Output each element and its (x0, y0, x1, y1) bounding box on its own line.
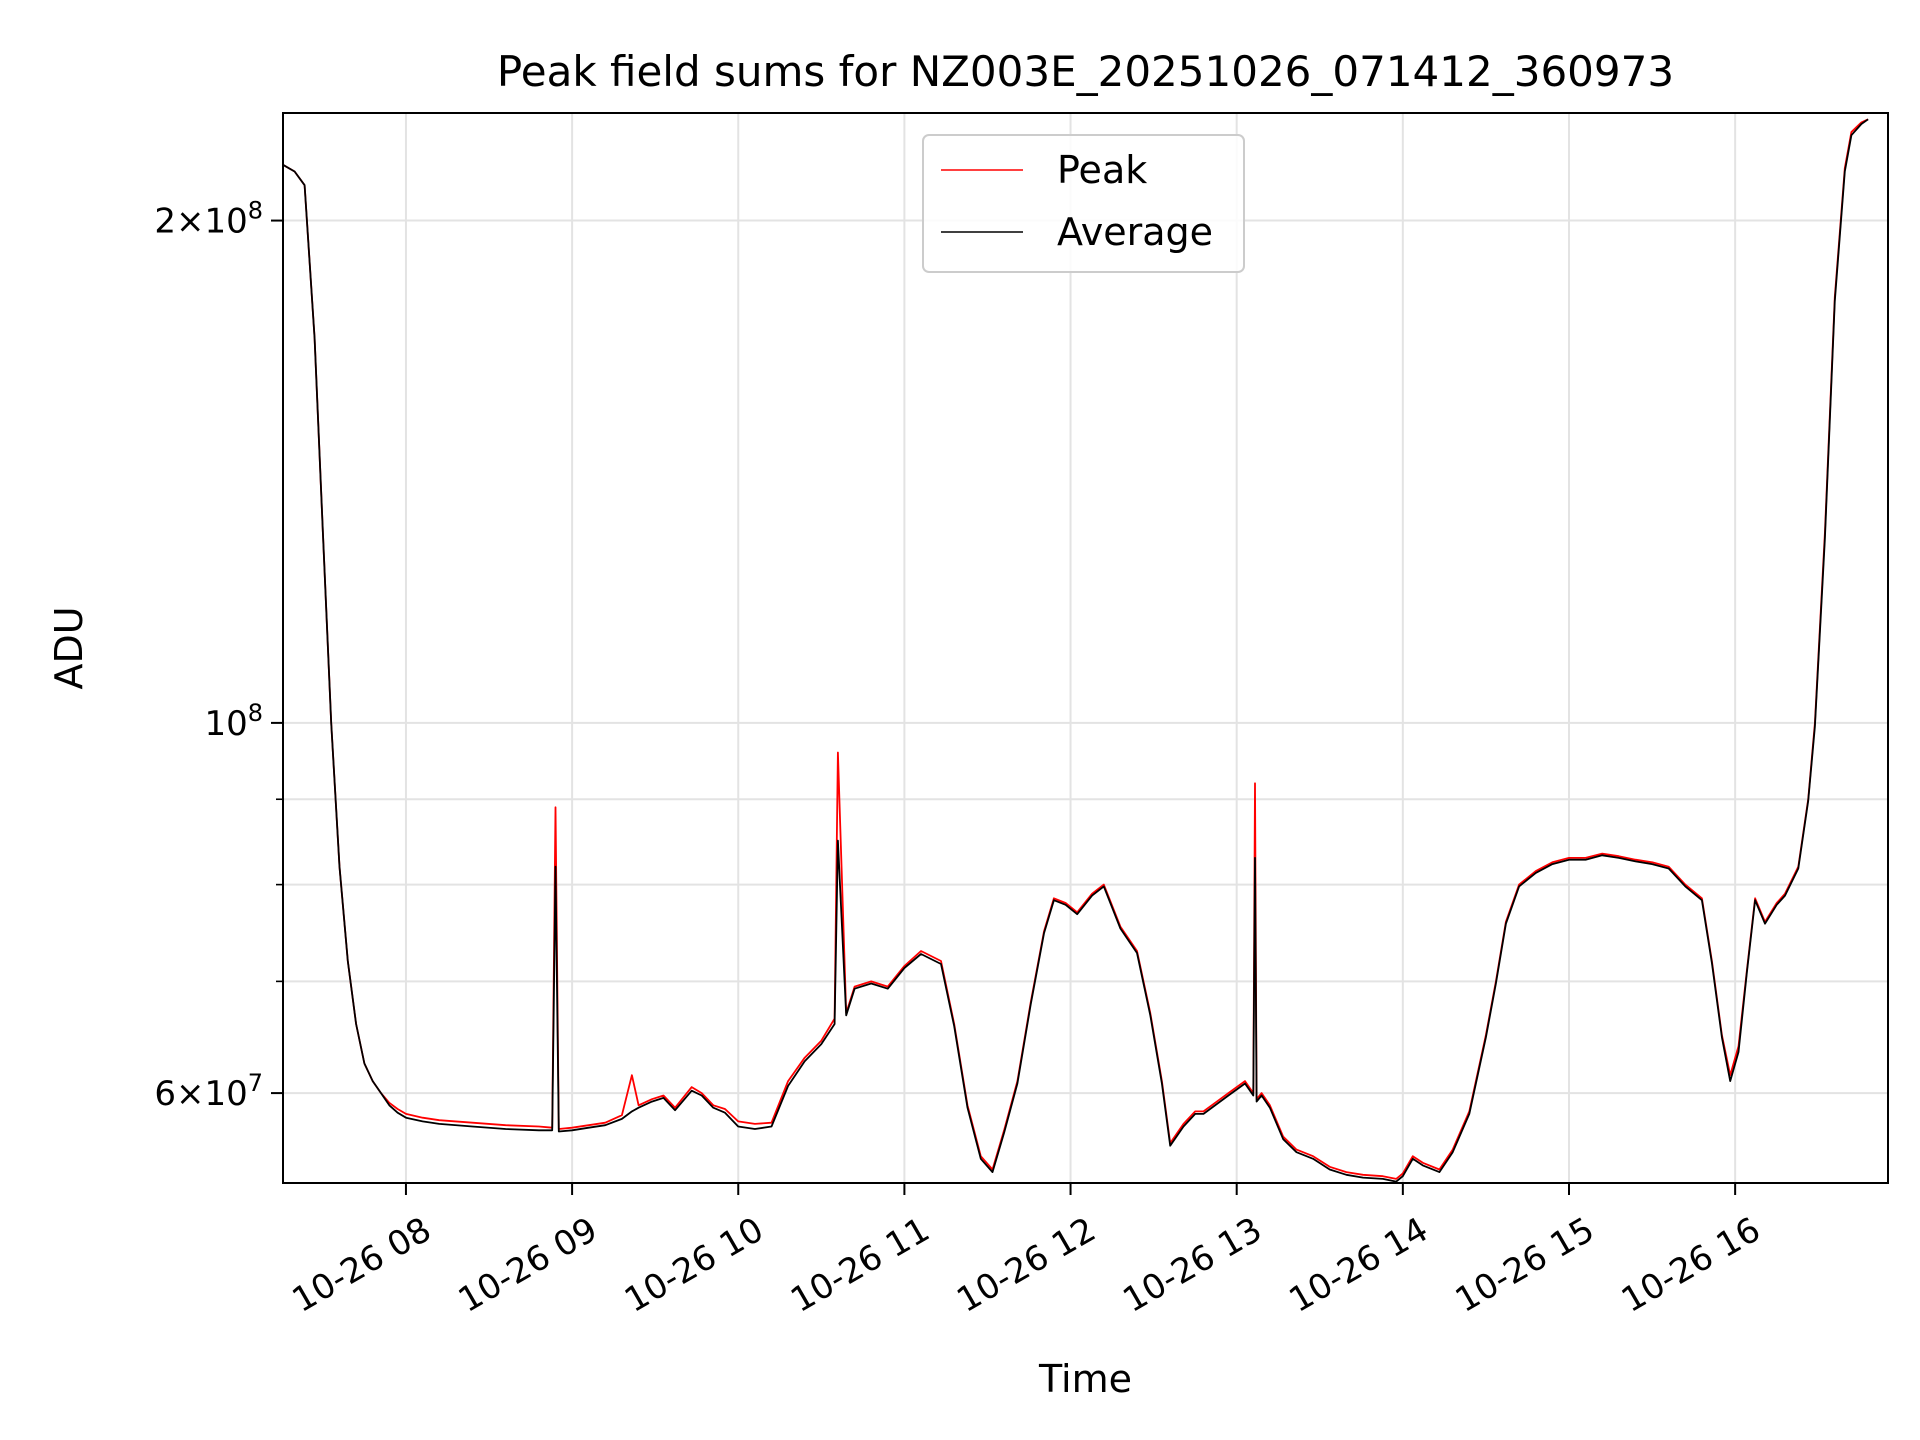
legend: Peak Average (922, 134, 1245, 273)
x-tick-label: 10-26 13 (1116, 1210, 1268, 1321)
x-tick-label: 10-26 16 (1615, 1210, 1767, 1321)
grid (283, 113, 1888, 1183)
chart-title: Peak field sums for NZ003E_20251026_0714… (497, 47, 1674, 96)
y-tick-label: 6×107 (154, 1069, 263, 1114)
y-tick-base: 10 (204, 704, 247, 744)
y-tick-base: 10 (204, 202, 247, 242)
y-tick-exponent: 8 (248, 197, 263, 225)
y-tick-exponent: 7 (248, 1069, 263, 1097)
series-lines (282, 118, 1869, 1183)
legend-label-peak: Peak (1057, 148, 1147, 192)
y-axis-label: ADU (47, 606, 91, 689)
plot-frame (282, 112, 1889, 1184)
x-tick-label: 10-26 11 (784, 1210, 936, 1321)
x-tick-label: 10-26 10 (618, 1210, 770, 1321)
series-line-peak (282, 118, 1869, 1180)
x-tick-label: 10-26 08 (286, 1210, 438, 1321)
y-tick-base: 10 (204, 1074, 247, 1114)
x-axis: 10-26 08 10-26 09 10-26 10 10-26 11 10-26 12… (286, 1183, 1767, 1321)
y-tick-label: 2×108 (154, 197, 263, 242)
x-tick-label: 10-26 14 (1283, 1210, 1435, 1321)
x-axis-label: Time (1038, 1357, 1132, 1401)
legend-label-average: Average (1057, 210, 1213, 254)
y-tick-times: × (176, 202, 205, 242)
y-tick-label: 108 (204, 699, 263, 744)
y-tick-times: × (176, 1074, 205, 1114)
series-line-average (282, 118, 1869, 1183)
x-tick-label: 10-26 12 (950, 1210, 1102, 1321)
y-tick-exponent: 8 (248, 699, 263, 727)
x-tick-label: 10-26 15 (1449, 1210, 1601, 1321)
x-tick-label: 10-26 09 (452, 1210, 604, 1321)
y-tick-mantissa: 6 (154, 1074, 176, 1114)
y-tick-mantissa: 2 (154, 202, 176, 242)
